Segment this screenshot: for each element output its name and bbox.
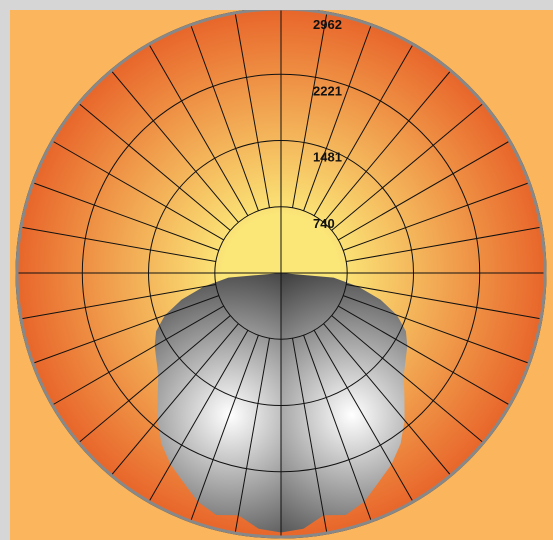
- outer-outline: [15, 10, 547, 539]
- grid-spoke: [77, 315, 231, 444]
- grid-spoke: [189, 23, 259, 211]
- grid-spoke: [313, 330, 414, 503]
- grid-spoke: [331, 315, 485, 444]
- lobe-left-half: [154, 273, 281, 533]
- lobe-right-half: [281, 273, 408, 533]
- grid-spoke: [338, 140, 511, 241]
- grid-spoke: [51, 305, 224, 406]
- grid-spoke: [313, 43, 414, 216]
- grid-spoke: [234, 11, 270, 208]
- grid-spoke: [292, 338, 328, 535]
- ring-label-1481: 1481: [313, 150, 342, 165]
- grid-spoke: [331, 102, 485, 231]
- grid-spoke: [346, 284, 543, 320]
- grid-spoke: [77, 102, 231, 231]
- grid-spoke: [189, 335, 259, 523]
- grid-spoke: [303, 335, 373, 523]
- grid-spoke: [343, 181, 531, 251]
- polar-chart: 740 1481 2221 2962: [15, 10, 547, 539]
- grid-spoke: [323, 69, 452, 223]
- grid-spoke: [148, 330, 249, 503]
- grid-spoke: [110, 323, 239, 477]
- grid-spoke: [110, 69, 239, 223]
- grid-spoke: [303, 23, 373, 211]
- grid-spoke: [19, 226, 216, 262]
- grid-spoke: [292, 11, 328, 208]
- grid-spoke: [338, 305, 511, 406]
- ring-label-2221: 2221: [313, 83, 342, 98]
- grid-spoke: [31, 295, 219, 365]
- grid-spoke: [346, 226, 543, 262]
- grid-spoke: [31, 181, 219, 251]
- ring-label-740: 740: [313, 216, 335, 231]
- grid-spoke: [343, 295, 531, 365]
- grid-spoke: [51, 140, 224, 241]
- grid-spoke: [19, 284, 216, 320]
- grid-spoke: [148, 43, 249, 216]
- grid-spoke: [234, 338, 270, 535]
- grid-spoke: [323, 323, 452, 477]
- chart-frame: 740 1481 2221 2962: [10, 10, 553, 540]
- ring-label-2962: 2962: [313, 17, 342, 32]
